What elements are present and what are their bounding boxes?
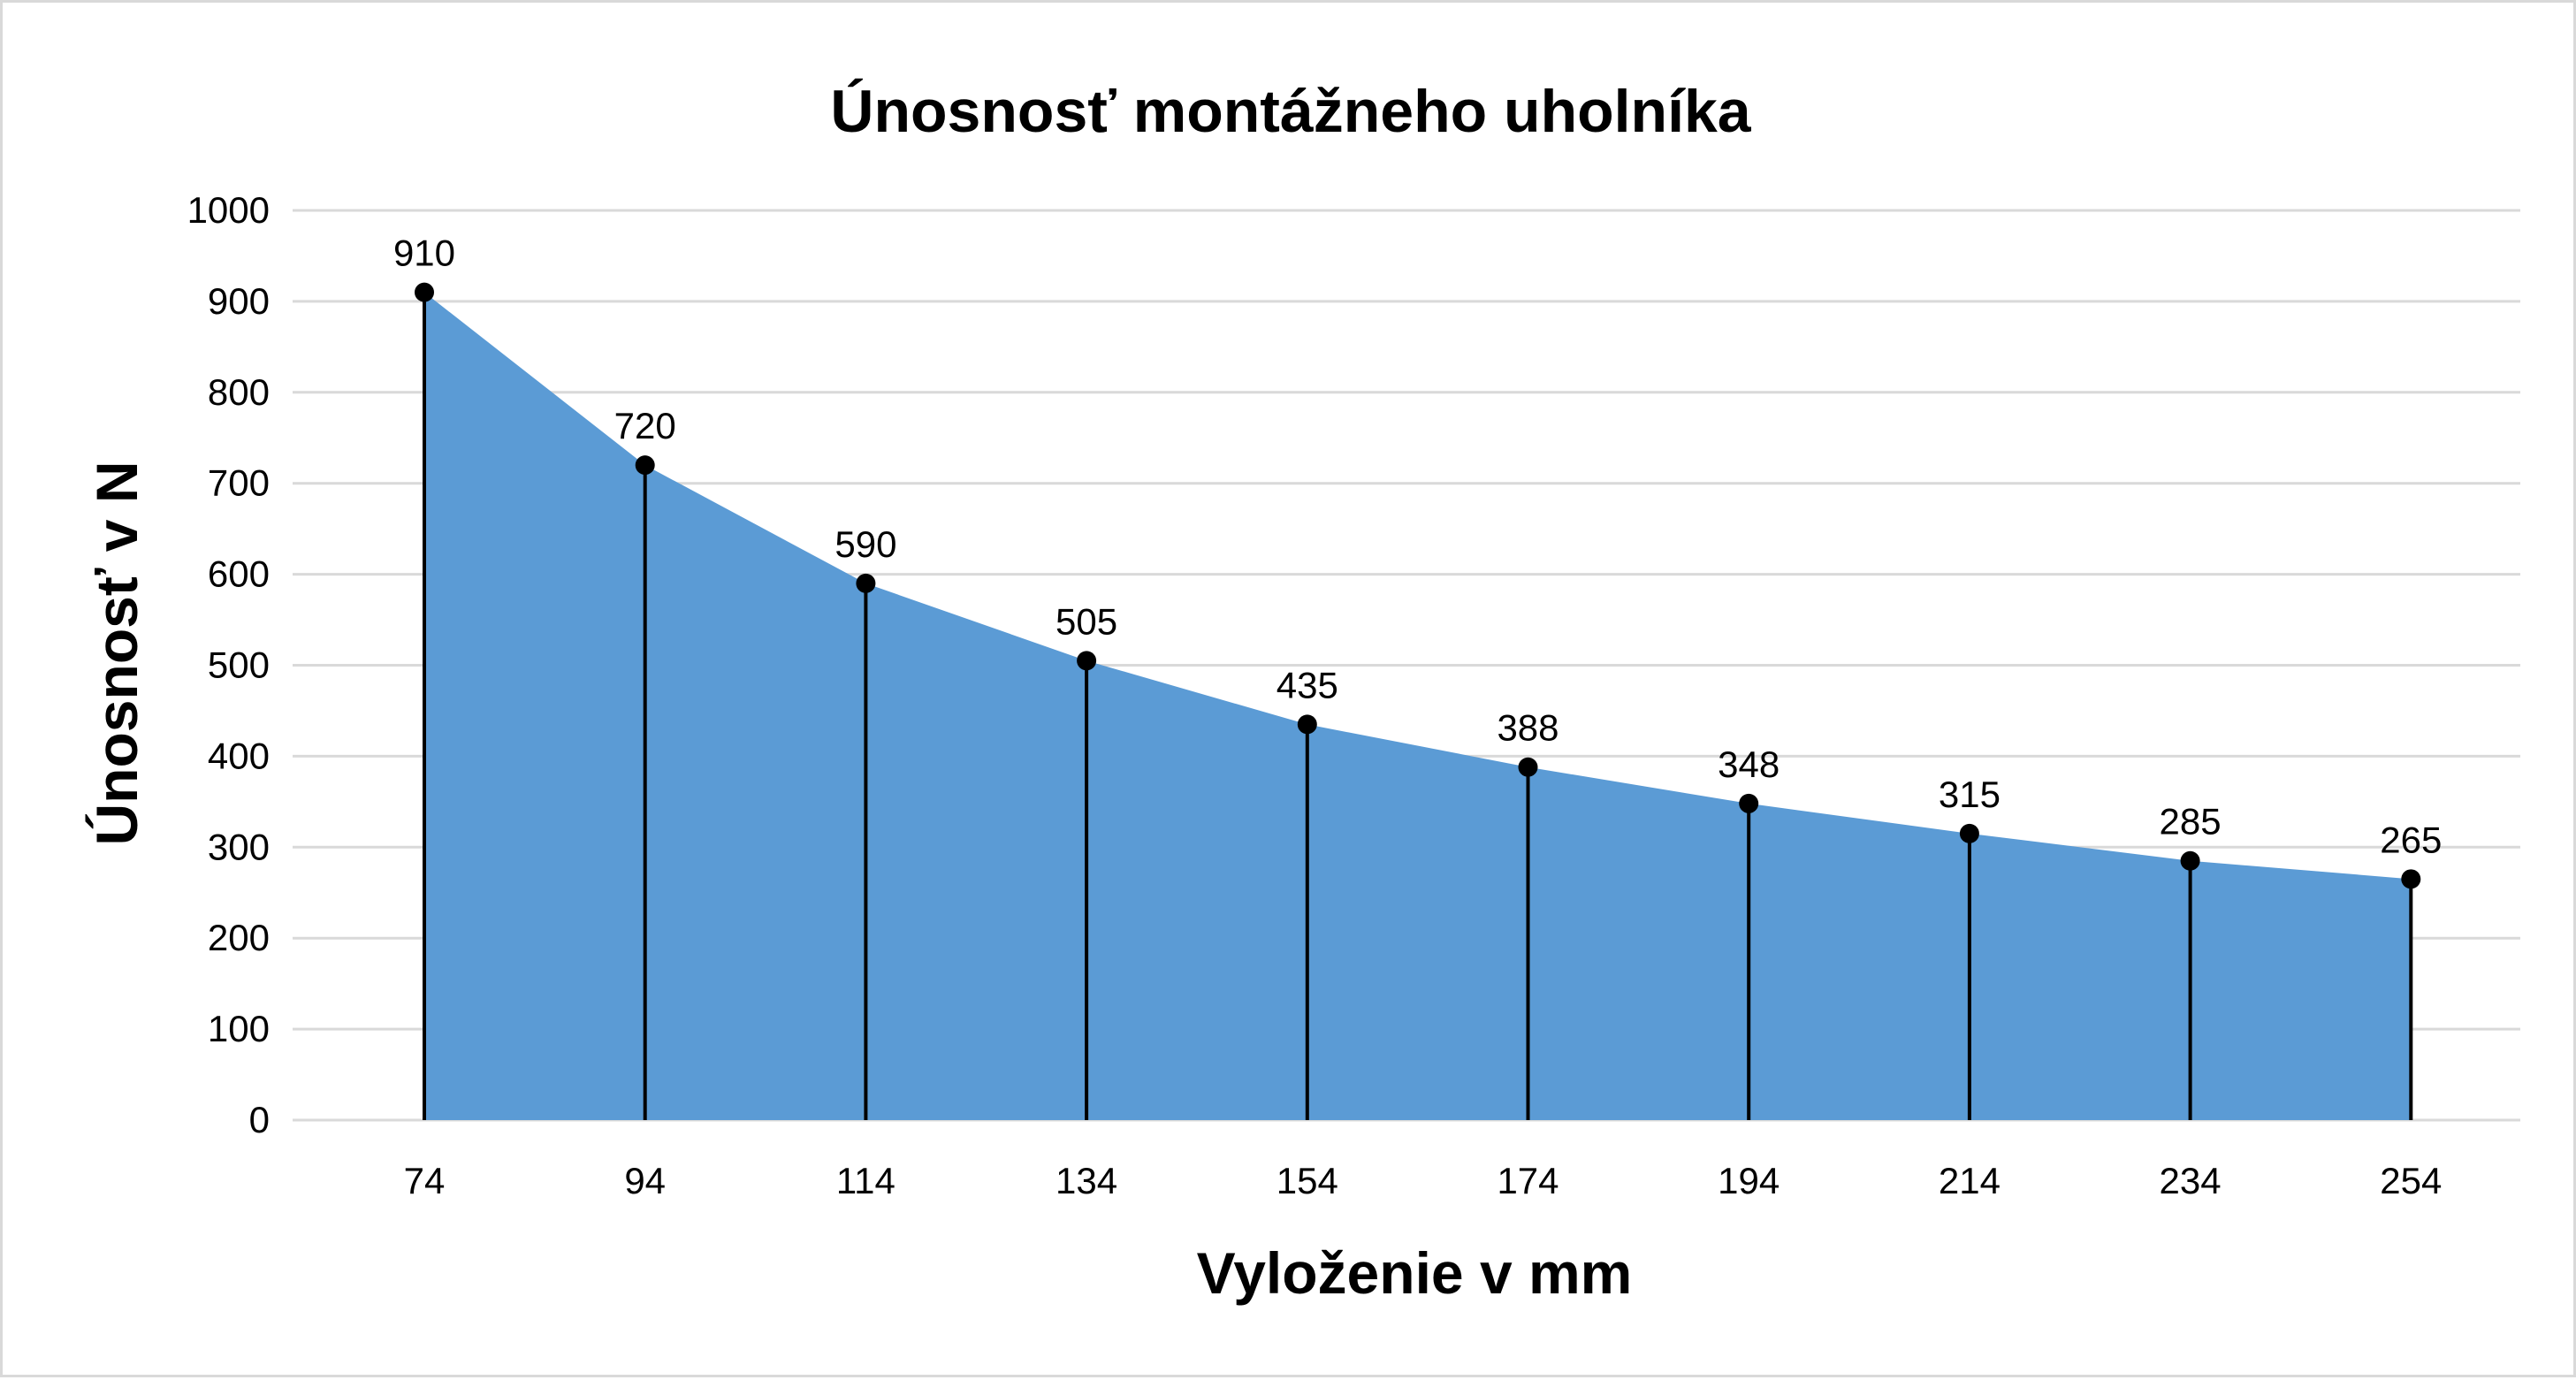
x-axis-title: Vyloženie v mm <box>1197 1240 1633 1306</box>
data-point <box>635 455 655 476</box>
data-labels: 910 720 590 505 435 388 348 315 285 265 <box>393 233 2442 861</box>
data-point <box>1739 793 1759 813</box>
y-tick-label: 600 <box>208 553 270 595</box>
area-chart: Únosnosť montážneho uholníka 910 720 590 50… <box>84 78 2520 1306</box>
chart-title: Únosnosť montážneho uholníka <box>830 78 1751 145</box>
y-tick-label: 300 <box>208 826 270 867</box>
drop-lines <box>423 292 2413 1120</box>
data-label: 720 <box>614 405 676 446</box>
y-tick-label: 1000 <box>187 189 270 231</box>
y-tick-label: 500 <box>208 644 270 686</box>
x-tick-label: 114 <box>836 1160 896 1201</box>
data-label: 348 <box>1718 743 1780 785</box>
data-label: 388 <box>1497 707 1559 749</box>
data-point <box>1959 823 1979 843</box>
y-tick-label: 700 <box>208 462 270 504</box>
y-tick-label: 400 <box>208 735 270 776</box>
y-tick-label: 900 <box>208 280 270 322</box>
y-tick-label: 800 <box>208 371 270 413</box>
data-label: 315 <box>1939 774 2001 815</box>
y-tick-label: 200 <box>208 917 270 958</box>
x-tick-label: 94 <box>624 1160 666 1201</box>
x-tick-label: 174 <box>1497 1160 1559 1201</box>
x-tick-label: 234 <box>2160 1160 2222 1201</box>
data-point <box>856 573 876 593</box>
data-point <box>2401 869 2421 889</box>
y-axis-ticks: 0 100 200 300 400 500 600 700 800 900 1000 <box>187 189 270 1140</box>
x-tick-label: 134 <box>1056 1160 1117 1201</box>
data-point <box>1077 651 1097 671</box>
data-label: 285 <box>2160 801 2222 842</box>
x-tick-label: 194 <box>1718 1160 1780 1201</box>
data-label: 910 <box>393 233 455 274</box>
y-tick-label: 100 <box>208 1008 270 1049</box>
data-markers <box>415 282 2421 889</box>
data-label: 505 <box>1056 600 1117 642</box>
data-point <box>1518 757 1538 777</box>
area-fill <box>424 292 2412 1120</box>
data-point <box>415 282 434 302</box>
x-tick-label: 254 <box>2380 1160 2442 1201</box>
x-tick-label: 154 <box>1277 1160 1338 1201</box>
data-label: 435 <box>1277 664 1338 705</box>
y-axis-title: Únosnosť v N <box>84 461 149 846</box>
area-series <box>424 292 2412 1120</box>
data-point <box>2180 850 2200 871</box>
data-label: 590 <box>835 523 896 565</box>
x-tick-label: 74 <box>404 1160 446 1201</box>
data-point <box>1297 714 1317 735</box>
y-tick-label: 0 <box>249 1099 270 1140</box>
x-tick-label: 214 <box>1939 1160 2001 1201</box>
data-label: 265 <box>2380 819 2442 860</box>
x-axis-ticks: 74 94 114 134 154 174 194 214 234 254 <box>404 1160 2443 1201</box>
